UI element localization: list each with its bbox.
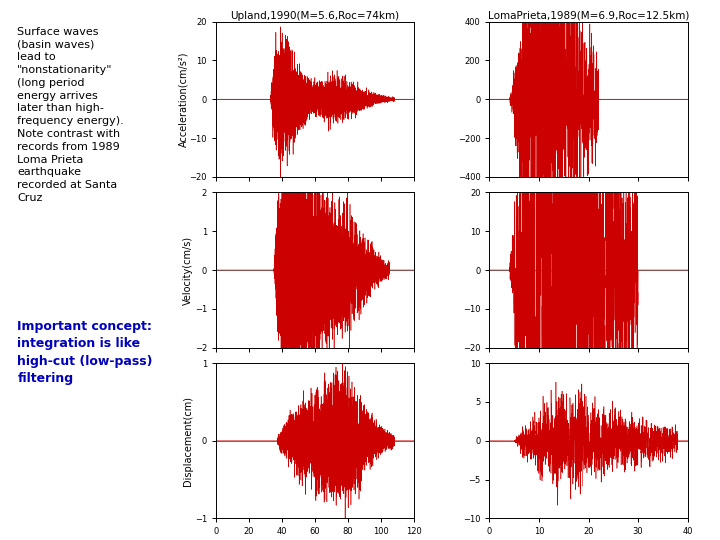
Title: LomaPrieta,1989(M=6.9,Roc=12.5km): LomaPrieta,1989(M=6.9,Roc=12.5km) (488, 11, 689, 21)
Text: Important concept:
integration is like
high-cut (low-pass)
filtering: Important concept: integration is like h… (17, 320, 153, 385)
Y-axis label: Velocity(cm/s): Velocity(cm/s) (184, 235, 194, 305)
Text: Surface waves
(basin waves)
lead to
"nonstationarity"
(long period
energy arrive: Surface waves (basin waves) lead to "non… (17, 26, 124, 203)
Y-axis label: Acceleration(cm/s²): Acceleration(cm/s²) (178, 51, 188, 147)
Title: Upland,1990(M=5.6,Roc=74km): Upland,1990(M=5.6,Roc=74km) (230, 11, 400, 21)
Y-axis label: Displacement(cm): Displacement(cm) (184, 396, 194, 486)
